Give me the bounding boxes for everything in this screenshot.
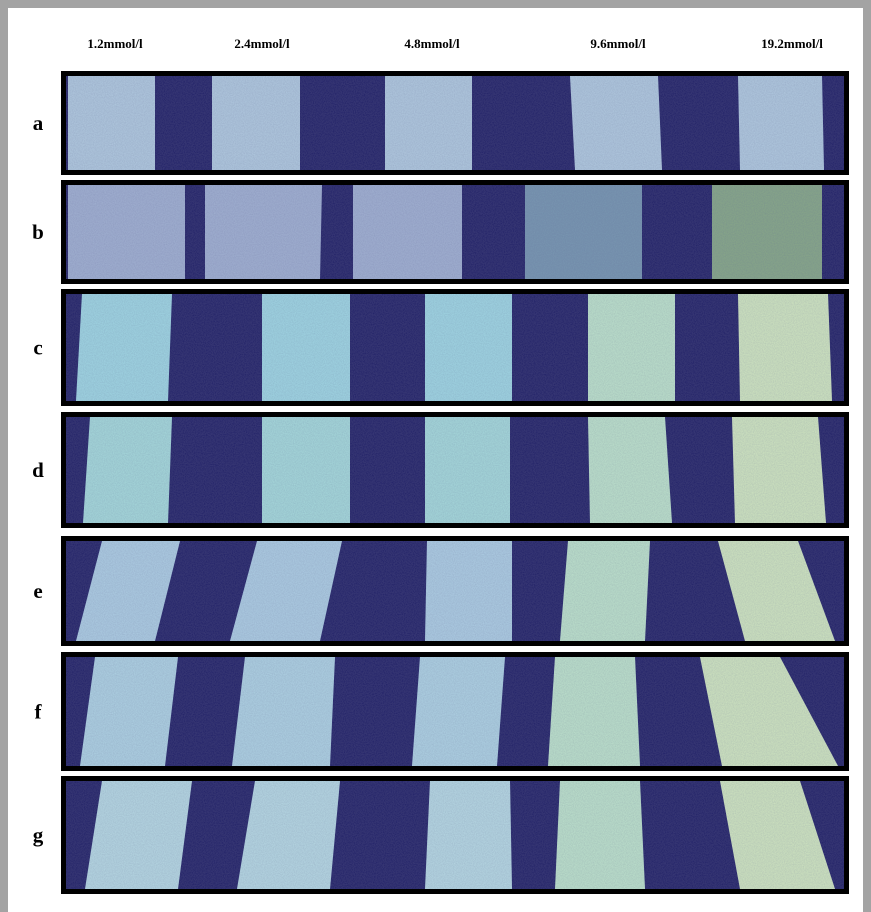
test-strip [262, 294, 350, 401]
test-strip [68, 185, 185, 279]
column-label: 19.2mmol/l [761, 36, 823, 51]
photo-panel [62, 290, 848, 405]
photo-panel [62, 72, 848, 174]
column-label: 1.2mmol/l [87, 36, 143, 51]
test-strip [425, 417, 510, 523]
test-strip [205, 185, 322, 279]
test-strip [712, 185, 822, 279]
row-label: a [33, 111, 44, 135]
row-label: e [33, 579, 42, 603]
figure: 1.2mmol/l 2.4mmol/l 4.8mmol/l 9.6mmol/l 19.2… [0, 0, 871, 912]
photo-panel [62, 413, 848, 527]
column-label: 9.6mmol/l [590, 36, 646, 51]
photo-panel [62, 537, 848, 645]
test-strip [83, 417, 172, 523]
test-strip [588, 294, 675, 401]
photo-panel [62, 653, 848, 770]
test-strip [425, 541, 512, 641]
test-strip [548, 657, 640, 766]
row-label: f [35, 700, 43, 724]
column-label: 4.8mmol/l [404, 36, 460, 51]
test-strip [412, 657, 505, 766]
test-strip [68, 76, 155, 170]
test-strip [732, 417, 826, 523]
test-strip [555, 781, 645, 889]
test-strip [560, 541, 650, 641]
test-strip [425, 294, 512, 401]
test-strip [212, 76, 300, 170]
test-strip [588, 417, 672, 523]
test-strip [262, 417, 350, 523]
page: 1.2mmol/l 2.4mmol/l 4.8mmol/l 9.6mmol/l 19.2… [0, 0, 871, 912]
test-strip [385, 76, 472, 170]
test-strip [237, 781, 340, 889]
test-strip [80, 657, 178, 766]
column-label: 2.4mmol/l [234, 36, 290, 51]
test-strip [76, 294, 172, 401]
photo-panel [62, 777, 848, 893]
test-strip [570, 76, 662, 170]
test-strip [353, 185, 462, 279]
row-label: b [32, 220, 44, 244]
row-label: c [33, 336, 42, 360]
test-strip [425, 781, 512, 889]
test-strip [232, 657, 335, 766]
test-strip [85, 781, 192, 889]
photo-panel [62, 181, 848, 283]
test-strip [525, 185, 642, 279]
test-strip [738, 76, 824, 170]
row-label: g [33, 823, 44, 847]
row-label: d [32, 458, 44, 482]
test-strip [738, 294, 832, 401]
